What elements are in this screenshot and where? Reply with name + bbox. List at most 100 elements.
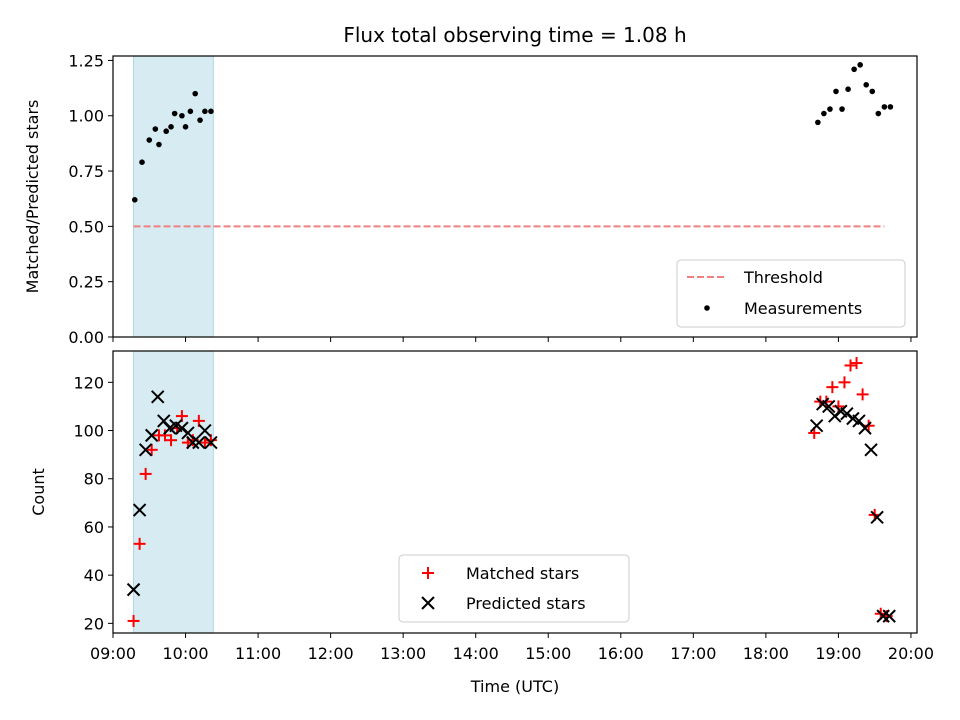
count-y-tick-label: 80 [84,470,104,489]
ratio-legend: Threshold Measurements [676,259,906,328]
matched-star-point [856,388,869,401]
count-legend-box [398,554,630,623]
ratio-panel: 0.00 0.25 0.50 0.75 1.00 1.25 Flux total obse… [23,23,918,347]
matched-star-point [844,359,857,372]
count-x-axis-ticks: 09:00 10:00 11:00 12:00 13:00 14:00 15:00 16:00… [90,633,934,663]
ratio-plot-frame [112,55,918,338]
predicted-star-point [809,419,824,433]
matched-star-point [850,357,863,370]
count-y-axis-ticks: 20 40 60 80 100 120 [73,373,113,633]
measurement-point [821,110,827,117]
matched-star-point [145,443,158,456]
ratio-y-tick-label: 0.75 [68,162,104,181]
measurement-point [208,108,214,115]
matched-star-point [127,614,140,627]
ratio-x-axis-ticks [112,337,912,342]
matched-star-point [826,381,839,394]
predicted-star-point [870,510,884,525]
measurement-point [152,126,159,132]
measurement-point [881,104,888,110]
legend-predicted-swatch [421,596,435,610]
predicted-star-point [204,435,218,450]
legend-threshold-label: Threshold [743,268,823,287]
predicted-star-point [882,609,896,623]
x-tick-label: 14:00 [453,644,499,663]
measurement-point [863,81,870,88]
x-tick-label: 17:00 [670,644,716,663]
measurement-point [887,104,894,110]
legend-measurements-swatch [704,305,710,311]
matched-star-point [838,376,851,389]
predicted-star-point [186,435,200,450]
measurement-point [202,108,208,115]
measurement-point [839,106,845,112]
matched-star-point [158,429,171,442]
measurements-series [131,62,894,203]
count-y-tick-label: 100 [73,422,104,441]
ratio-legend-box [676,259,906,328]
count-y-axis-label: Count [29,468,48,516]
measurement-point [851,66,857,73]
measurement-point [156,141,162,148]
measurement-point [857,62,863,68]
count-y-tick-label: 40 [84,566,104,585]
measurement-point [139,159,145,166]
measurement-point [833,88,839,95]
predicted-star-point [132,503,147,517]
ratio-y-tick-label: 1.00 [68,107,104,126]
predicted-star-point [822,399,836,414]
measurement-point [869,88,876,95]
predicted-star-point [864,443,878,457]
count-legend: Matched stars Predicted stars [398,554,630,623]
x-tick-label: 15:00 [525,644,571,663]
matched-star-point [198,436,211,449]
measurement-point [171,110,178,117]
measurement-point [815,119,821,126]
measurement-point [187,108,194,115]
measurement-point [168,124,174,130]
observing-window-shade [133,55,214,338]
predicted-star-point [192,435,206,450]
matched-star-point [133,537,146,550]
predicted-star-point [198,423,212,438]
predicted-stars-series [126,390,896,623]
measurement-point [192,90,199,97]
matched-star-point [832,400,845,413]
measurement-point [197,117,203,123]
predicted-star-point [876,609,890,623]
count-y-tick-label: 60 [84,518,104,537]
ratio-y-tick-label: 1.25 [68,51,104,70]
predicted-star-point [138,443,153,457]
observing-window-shade [133,350,214,634]
x-tick-label: 11:00 [235,644,281,663]
x-axis-label: Time (UTC) [470,677,559,696]
count-y-tick-label: 120 [73,373,104,392]
x-tick-label: 16:00 [598,644,644,663]
count-panel: 20 40 60 80 100 120 09:00 10:00 11:00 12:00 13:00… [29,350,934,696]
legend-matched-swatch [422,567,434,579]
predicted-star-point [858,421,872,435]
predicted-star-point [144,428,159,443]
legend-predicted-label: Predicted stars [466,594,586,613]
count-plot-frame [112,350,918,634]
x-tick-label: 19:00 [815,644,861,663]
x-tick-label: 12:00 [308,644,354,663]
measurement-point [827,106,833,112]
matched-star-point [165,434,178,447]
predicted-star-point [151,390,165,404]
ratio-y-axis-label: Matched/Predicted stars [23,100,42,294]
ratio-y-axis-ticks: 0.00 0.25 0.50 0.75 1.00 1.25 [68,51,113,347]
measurement-point [182,124,189,130]
ratio-y-tick-label: 0.25 [68,273,104,292]
predicted-star-point [126,582,141,597]
ratio-y-tick-label: 0.50 [68,217,104,236]
measurement-point [146,137,153,143]
measurement-point [875,110,882,117]
x-tick-label: 20:00 [888,644,934,663]
x-tick-label: 13:00 [380,644,426,663]
matched-star-point [139,467,152,480]
x-tick-label: 09:00 [90,644,136,663]
measurement-point [163,128,169,135]
x-tick-label: 10:00 [162,644,208,663]
